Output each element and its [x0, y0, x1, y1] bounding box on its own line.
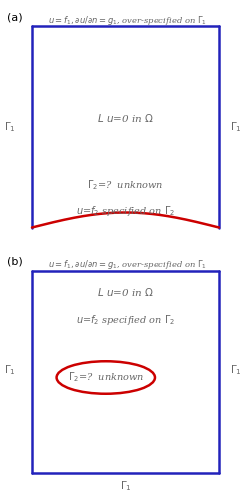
Text: $u$=$f_2$ specified on $\Gamma_2$: $u$=$f_2$ specified on $\Gamma_2$	[76, 204, 175, 218]
Text: $\Gamma_1$: $\Gamma_1$	[4, 363, 16, 377]
Text: $u$=$f_2$ specified on $\Gamma_2$: $u$=$f_2$ specified on $\Gamma_2$	[76, 313, 175, 327]
Text: $u = f_1, \partial u/\partial n=g_1$, over-specified on $\Gamma_1$: $u = f_1, \partial u/\partial n=g_1$, ov…	[48, 258, 207, 271]
Text: (b): (b)	[7, 256, 23, 266]
Text: $\Gamma_2$=?  unknown: $\Gamma_2$=? unknown	[87, 178, 164, 192]
Text: $u = f_1, \partial u/\partial n=g_1$, over-specified on $\Gamma_1$: $u = f_1, \partial u/\partial n=g_1$, ov…	[48, 14, 207, 27]
Text: (a): (a)	[7, 12, 23, 22]
Text: $\Gamma_1$: $\Gamma_1$	[230, 363, 242, 377]
Text: $\Gamma_1$: $\Gamma_1$	[120, 479, 131, 493]
Text: $\Gamma_1$: $\Gamma_1$	[230, 120, 242, 134]
Text: $\Gamma_1$: $\Gamma_1$	[4, 120, 16, 134]
Text: $\Gamma_2$=?  unknown: $\Gamma_2$=? unknown	[68, 370, 144, 384]
Text: $L$ $u$=0 in $\Omega$: $L$ $u$=0 in $\Omega$	[97, 286, 154, 298]
Text: $L$ $u$=0 in $\Omega$: $L$ $u$=0 in $\Omega$	[97, 112, 154, 124]
